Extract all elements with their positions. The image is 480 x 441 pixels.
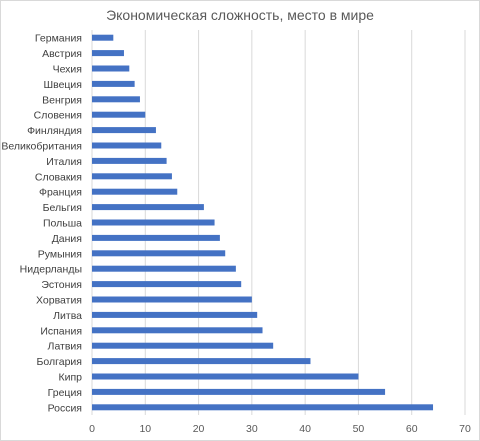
bar-5	[92, 111, 146, 118]
bar-15	[92, 265, 236, 272]
bar-12	[92, 219, 215, 226]
category-label: Латвия	[48, 341, 82, 353]
bars	[92, 34, 434, 411]
bar-19	[92, 327, 263, 334]
bar-13	[92, 234, 220, 241]
category-label: Польша	[43, 218, 82, 230]
x-tick-label: 0	[89, 423, 95, 435]
x-tick-label: 50	[353, 423, 365, 435]
bar-9	[92, 173, 172, 180]
x-tick-label: 20	[193, 423, 205, 435]
bar-0	[92, 34, 114, 41]
category-label: Финляндия	[27, 125, 82, 137]
chart-title: Экономическая сложность, место в мире	[106, 7, 374, 23]
bar-3	[92, 80, 135, 87]
category-label: Болгария	[37, 356, 82, 368]
category-label: Хорватия	[36, 295, 82, 307]
x-axis-tick-labels: 0 10 20 30 40 50 60 70	[89, 423, 471, 435]
x-tick-label: 10	[139, 423, 151, 435]
bar-20	[92, 342, 274, 349]
bar-2	[92, 65, 130, 72]
x-tick-label: 70	[459, 423, 471, 435]
category-label: Франция	[39, 187, 82, 199]
category-label: Нидерланды	[20, 264, 82, 276]
category-label: Швеция	[44, 79, 83, 91]
bar-14	[92, 250, 226, 257]
category-label: Венгрия	[42, 94, 82, 106]
category-label: Дания	[52, 233, 82, 245]
category-labels: Германия Австрия Чехия Швеция Венгрия Словени…	[1, 33, 82, 415]
bar-11	[92, 204, 204, 211]
x-tick-label: 40	[299, 423, 311, 435]
bar-16	[92, 281, 242, 288]
bar-4	[92, 96, 140, 103]
bar-23	[92, 388, 386, 395]
category-label: Словакия	[35, 171, 82, 183]
category-label: Чехия	[53, 64, 82, 76]
category-label: Бельгия	[43, 202, 82, 214]
category-label: Греция	[48, 387, 82, 399]
category-label: Кипр	[58, 372, 82, 384]
category-label: Германия	[35, 33, 82, 45]
x-tick-label: 60	[406, 423, 418, 435]
bar-21	[92, 358, 311, 365]
bar-7	[92, 142, 162, 149]
bar-1	[92, 50, 124, 57]
category-label: Словения	[34, 110, 82, 122]
category-label: Россия	[48, 402, 82, 414]
category-label: Австрия	[42, 48, 82, 60]
bar-10	[92, 188, 178, 195]
category-label: Италия	[46, 156, 82, 168]
bar-24	[92, 404, 434, 411]
category-label: Великобритания	[1, 141, 82, 153]
bar-6	[92, 127, 156, 134]
category-label: Литва	[53, 310, 82, 322]
x-tick-label: 30	[246, 423, 258, 435]
category-label: Румыния	[38, 248, 82, 260]
category-label: Испания	[40, 325, 82, 337]
bar-18	[92, 311, 258, 318]
bar-22	[92, 373, 359, 380]
bar-8	[92, 157, 167, 164]
bar-17	[92, 296, 252, 303]
category-label: Эстония	[41, 279, 82, 291]
